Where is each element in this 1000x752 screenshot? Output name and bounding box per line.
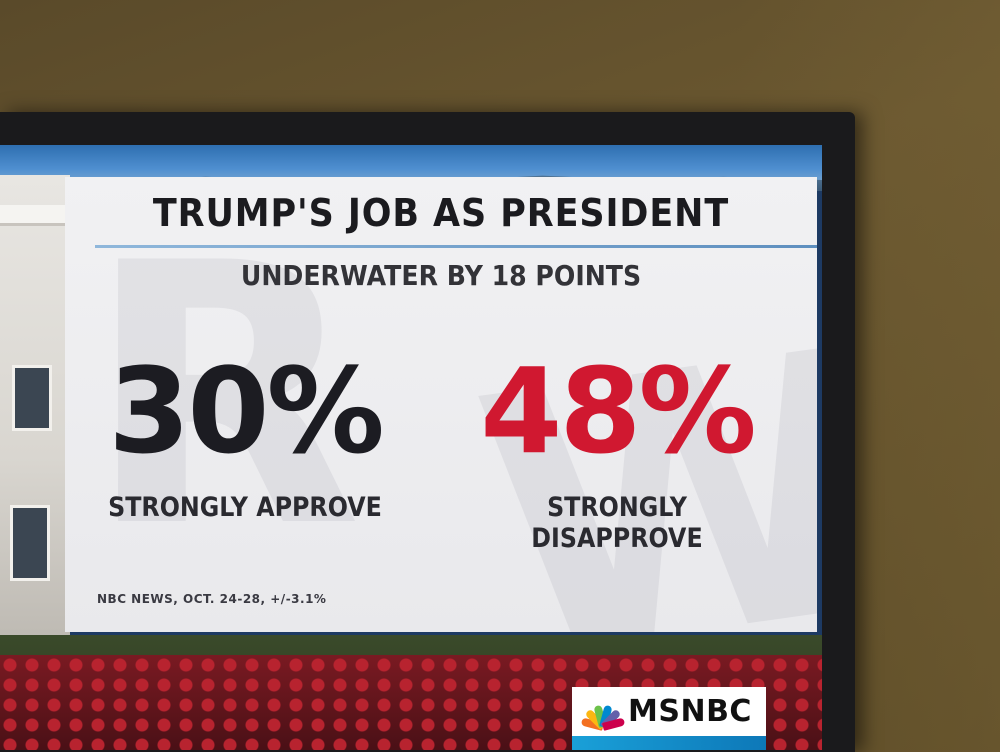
network-name: MSNBC [628, 693, 752, 729]
background-watermark: R [85, 187, 363, 606]
network-logo: MSNBC [580, 693, 752, 731]
white-house-roof [0, 205, 70, 226]
nbc-peacock-icon [580, 695, 626, 731]
poll-graphic-card: R W TRUMP'S JOB AS PRESIDENT UNDERWATER … [65, 177, 817, 632]
network-bug: MSNBC [572, 687, 766, 750]
graphic-title: TRUMP'S JOB AS PRESIDENT [152, 191, 730, 235]
source-note: NBC NEWS, OCT. 24-28, +/-3.1% [97, 592, 327, 606]
white-house-window [10, 505, 50, 581]
approve-label: STRONGLY APPROVE [108, 492, 382, 523]
network-strip [572, 736, 766, 750]
graphic-subtitle: UNDERWATER BY 18 POINTS [240, 259, 642, 292]
white-house-window [12, 365, 52, 431]
disapprove-stat: 48% STRONGLY DISAPPROVE [447, 352, 787, 554]
tv-screen: R W TRUMP'S JOB AS PRESIDENT UNDERWATER … [0, 145, 822, 750]
disapprove-label: STRONGLY DISAPPROVE [531, 492, 703, 554]
title-divider [95, 245, 817, 248]
approve-percentage: 30% [108, 342, 384, 480]
disapprove-percentage: 48% [480, 342, 756, 480]
approve-stat: 30% STRONGLY APPROVE [75, 352, 415, 523]
white-house-background [0, 175, 70, 645]
